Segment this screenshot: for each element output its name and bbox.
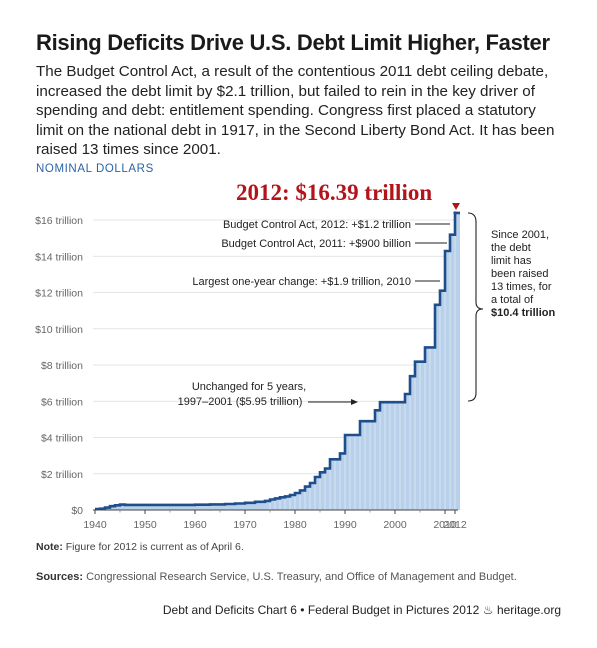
debt-limit-line (95, 211, 460, 511)
callout-2012: 2012: $16.39 trillion (236, 180, 433, 205)
y-tick-label: $14 trillion (35, 251, 83, 263)
area-layer (95, 211, 460, 511)
chart-note: Note: Figure for 2012 is current as of A… (36, 541, 244, 553)
x-tick-label: 2000 (383, 519, 407, 531)
annotation-bca-2012: Budget Control Act, 2012: +$1.2 trillion (223, 219, 411, 231)
footer-site-link[interactable]: heritage.org (496, 603, 561, 617)
annotation-largest-change: Largest one-year change: +$1.9 trillion,… (192, 276, 411, 288)
y-tick-label: $8 trillion (41, 360, 83, 372)
y-tick-label: $12 trillion (35, 288, 83, 300)
units-label: NOMINAL DOLLARS (36, 163, 154, 175)
x-tick-label: 1990 (333, 519, 357, 531)
footer: Debt and Deficits Chart 6 • Federal Budg… (163, 603, 561, 617)
annotation-unchanged-line1: Unchanged for 5 years, (192, 381, 306, 393)
data-point-2012 (453, 211, 457, 215)
annotations: Budget Control Act, 2012: +$1.2 trillion… (178, 203, 555, 408)
y-tick-label: $16 trillion (35, 215, 83, 227)
debt-limit-area (95, 212, 460, 510)
y-tick-label: $6 trillion (41, 396, 83, 408)
y-tick-label: $2 trillion (41, 469, 83, 481)
liberty-bell-icon: ♨ (482, 603, 494, 617)
y-tick-label: $0 (71, 505, 83, 517)
x-tick-label: 1970 (233, 519, 257, 531)
x-tick-label: 1940 (83, 519, 107, 531)
leader-unchanged-arrowhead (351, 399, 358, 405)
chart-title: Rising Deficits Drive U.S. Debt Limit Hi… (36, 30, 550, 55)
y-tick-labels: $0 $2 trillion $4 trillion $6 trillion $8 tr… (35, 215, 83, 517)
footer-chart-name: Debt and Deficits Chart 6 (162, 603, 297, 617)
annotation-bca-2011: Budget Control Act, 2011: +$900 billion (221, 238, 411, 250)
axes (93, 509, 458, 514)
y-tick-label: $10 trillion (35, 324, 83, 336)
x-tick-label: 1980 (283, 519, 307, 531)
annotation-since-2001: Since 2001, the debt limit has been rais… (491, 229, 555, 319)
footer-separator: • (300, 603, 305, 617)
x-tick-label: 1960 (183, 519, 207, 531)
x-tick-label: 1950 (133, 519, 157, 531)
gridlines (93, 219, 458, 475)
footer-publication: Federal Budget in Pictures 2012 (307, 603, 480, 617)
intro-paragraph: The Budget Control Act, a result of the … (36, 63, 555, 158)
annotation-unchanged-line2: 1997–2001 ($5.95 trillion) (178, 396, 303, 408)
x-tick-label: 2012 (443, 519, 467, 531)
x-tick-label: 2010 (433, 519, 457, 531)
since-2001-bracket (467, 212, 484, 402)
chart-sources: Sources: Congressional Research Service,… (36, 571, 517, 583)
callout-marker (452, 203, 460, 210)
y-tick-label: $4 trillion (41, 433, 83, 445)
